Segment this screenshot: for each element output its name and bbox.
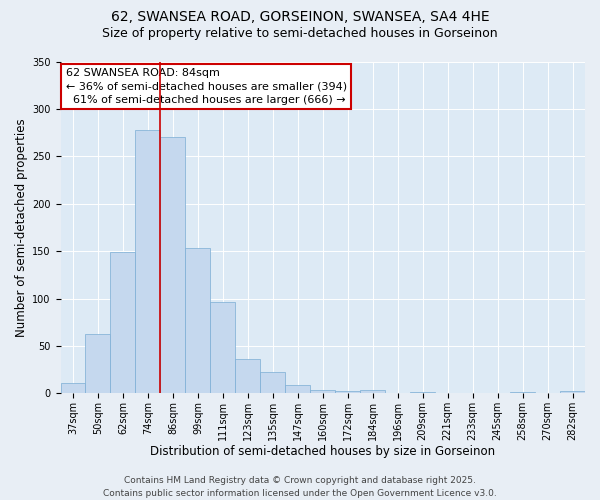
X-axis label: Distribution of semi-detached houses by size in Gorseinon: Distribution of semi-detached houses by …	[150, 444, 496, 458]
Bar	[335, 392, 360, 394]
Bar	[510, 392, 535, 394]
Bar	[211, 302, 235, 394]
Text: Size of property relative to semi-detached houses in Gorseinon: Size of property relative to semi-detach…	[102, 28, 498, 40]
Bar	[285, 385, 310, 394]
Bar	[160, 138, 185, 394]
Text: Contains HM Land Registry data © Crown copyright and database right 2025.
Contai: Contains HM Land Registry data © Crown c…	[103, 476, 497, 498]
Text: 62 SWANSEA ROAD: 84sqm
← 36% of semi-detached houses are smaller (394)
  61% of : 62 SWANSEA ROAD: 84sqm ← 36% of semi-det…	[66, 68, 347, 104]
Bar	[360, 390, 385, 394]
Bar	[235, 359, 260, 394]
Bar	[85, 334, 110, 394]
Text: 62, SWANSEA ROAD, GORSEINON, SWANSEA, SA4 4HE: 62, SWANSEA ROAD, GORSEINON, SWANSEA, SA…	[110, 10, 490, 24]
Bar	[560, 392, 585, 394]
Bar	[260, 372, 285, 394]
Bar	[136, 130, 160, 394]
Bar	[185, 248, 211, 394]
Y-axis label: Number of semi-detached properties: Number of semi-detached properties	[15, 118, 28, 336]
Bar	[110, 252, 136, 394]
Bar	[410, 392, 435, 394]
Bar	[61, 383, 85, 394]
Bar	[310, 390, 335, 394]
